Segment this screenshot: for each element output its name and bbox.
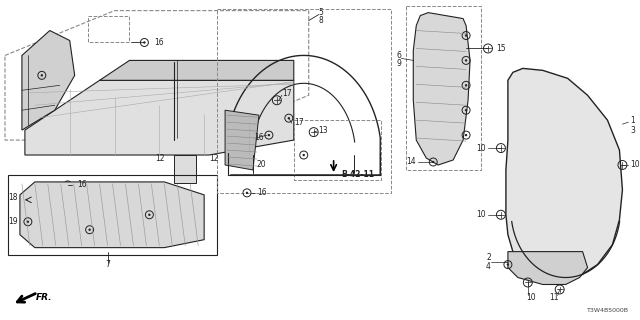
Polygon shape: [413, 12, 470, 165]
Text: 6: 6: [396, 51, 401, 60]
Polygon shape: [25, 80, 294, 155]
Text: 16: 16: [254, 132, 264, 141]
Text: 15: 15: [496, 44, 506, 53]
Text: 19: 19: [8, 217, 18, 226]
Polygon shape: [225, 110, 259, 170]
Bar: [8, 175, 217, 255]
Text: 18: 18: [8, 193, 18, 202]
Text: 1: 1: [630, 116, 635, 125]
Text: 10: 10: [630, 160, 640, 170]
Circle shape: [27, 220, 29, 223]
Text: 16: 16: [154, 38, 164, 47]
Circle shape: [246, 192, 248, 194]
Text: 10: 10: [476, 144, 486, 153]
Bar: [174, 155, 196, 183]
Polygon shape: [506, 68, 623, 282]
Text: B-42-11: B-42-11: [342, 171, 374, 180]
Polygon shape: [22, 30, 75, 130]
Text: 17: 17: [282, 89, 291, 98]
Text: 3: 3: [630, 126, 636, 135]
Circle shape: [88, 228, 91, 231]
Text: 10: 10: [526, 293, 536, 302]
Text: T3W4B5000B: T3W4B5000B: [588, 308, 629, 313]
Text: 5: 5: [319, 8, 324, 17]
Text: 7: 7: [105, 260, 110, 269]
Bar: [294, 120, 381, 180]
Text: 10: 10: [476, 210, 486, 219]
Circle shape: [143, 41, 145, 44]
Text: 12: 12: [209, 154, 219, 163]
Circle shape: [465, 134, 467, 136]
Circle shape: [507, 263, 509, 266]
Text: 14: 14: [406, 157, 416, 166]
Circle shape: [465, 34, 467, 37]
Circle shape: [268, 134, 270, 136]
Circle shape: [287, 117, 290, 119]
Text: 16: 16: [257, 188, 267, 197]
Circle shape: [40, 74, 43, 76]
Bar: [217, 9, 392, 193]
Text: 2: 2: [486, 253, 491, 262]
Text: 12: 12: [155, 154, 164, 163]
Text: 9: 9: [396, 59, 401, 68]
Polygon shape: [508, 252, 588, 284]
Text: 16: 16: [77, 180, 87, 189]
Polygon shape: [20, 182, 204, 248]
Circle shape: [67, 184, 69, 186]
Text: 11: 11: [549, 293, 559, 302]
Text: 4: 4: [486, 262, 491, 271]
Bar: [406, 6, 481, 170]
Circle shape: [148, 213, 150, 216]
Circle shape: [465, 84, 467, 86]
Text: 8: 8: [319, 16, 323, 25]
Text: 13: 13: [319, 126, 328, 135]
Circle shape: [303, 154, 305, 156]
Circle shape: [465, 109, 467, 111]
Text: FR.: FR.: [36, 293, 52, 302]
Circle shape: [432, 161, 435, 163]
Text: 20: 20: [257, 160, 267, 170]
Text: 17: 17: [294, 118, 303, 127]
Polygon shape: [100, 60, 294, 80]
Circle shape: [465, 59, 467, 62]
